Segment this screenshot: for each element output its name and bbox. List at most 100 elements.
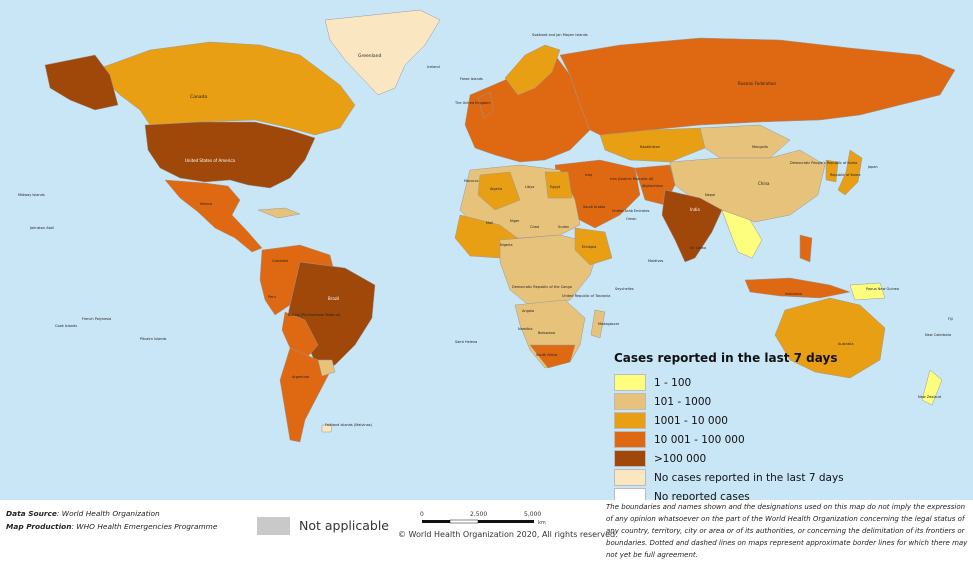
scale-label-0: 0: [420, 511, 424, 518]
label-faroe: Faroe Islands: [460, 77, 483, 81]
region-alaska: [44, 54, 119, 111]
label-australia: Australia: [838, 342, 853, 346]
legend-swatch: [614, 374, 646, 391]
region-egypt: [544, 171, 573, 199]
scale-label-2500: 2,500: [470, 511, 487, 518]
legend-swatch: [614, 469, 646, 486]
label-midway: Midway Islands: [18, 193, 45, 197]
label-angola: Angola: [522, 309, 534, 313]
label-india: India: [690, 207, 700, 212]
scale-segment-dark: [422, 520, 450, 523]
scale-segment-light: [449, 519, 479, 524]
label-sri-lanka: Sri Lanka: [690, 246, 706, 250]
legend-title: Cases reported in the last 7 days: [614, 351, 838, 365]
region-korea: [825, 159, 839, 183]
label-oman: Oman: [626, 217, 637, 221]
region-indonesia: [744, 277, 851, 299]
region-kazakhstan: [599, 127, 706, 163]
label-falkland: Falkland Islands (Malvinas): [325, 423, 373, 427]
label-korea: Republic of Korea: [830, 173, 860, 177]
legend-label: No cases reported in the last 7 days: [654, 471, 844, 484]
scale-unit: km: [538, 520, 546, 526]
scale-bar: 0 2,500 5,000 km: [420, 511, 546, 526]
region-australia: [774, 297, 886, 379]
label-morocco: Morocco: [464, 179, 479, 183]
label-china: China: [758, 181, 770, 186]
region-caribbean: [257, 207, 301, 219]
label-png: Papua New Guinea: [866, 287, 899, 291]
label-bolivia: Bolivia (Plurinational State of): [288, 313, 341, 317]
label-afghanistan: Afghanistan: [642, 184, 663, 188]
source-credits: Data Source: World Health Organization M…: [6, 507, 217, 533]
region-png: [849, 282, 886, 301]
region-japan: [837, 149, 863, 196]
label-colombia: Colombia: [272, 259, 288, 263]
label-tanzania: United Republic of Tanzania: [562, 294, 610, 298]
region-philippines: [799, 234, 813, 263]
label-namibia: Namibia: [518, 327, 532, 331]
legend-label: 10 001 - 100 000: [654, 433, 745, 446]
label-nz: New Zealand: [918, 395, 941, 399]
region-ethiopia: [574, 227, 613, 266]
label-brazil: Brazil: [328, 296, 339, 301]
legend-swatch: [614, 450, 646, 467]
label-canada: Canada: [190, 94, 207, 100]
label-egypt: Egypt: [550, 185, 561, 189]
label-japan: Japan: [867, 165, 878, 169]
label-mongolia: Mongolia: [752, 145, 768, 149]
label-seychelles: Seychelles: [615, 287, 634, 291]
region-russia: [559, 37, 956, 141]
label-nigeria: Nigeria: [500, 243, 513, 247]
label-new-caledonia: New Caledonia: [925, 333, 951, 337]
legend-row: 101 - 1000: [608, 392, 968, 411]
region-scandinavia: [504, 44, 561, 96]
label-south-africa: South Africa: [536, 353, 557, 357]
region-greenland: [324, 9, 441, 96]
label-botswana: Botswana: [538, 331, 555, 335]
legend-row: >100 000: [608, 449, 968, 468]
region-uruguay: [317, 359, 336, 377]
label-algeria: Algeria: [490, 187, 502, 191]
label-fiji: Fiji: [948, 317, 953, 321]
region-nz: [921, 369, 943, 406]
label-drc: Democratic Republic of the Congo: [512, 285, 572, 289]
scale-label-5000: 5,000: [524, 511, 541, 518]
label-mali: Mali: [486, 221, 493, 225]
label-mexico: Mexico: [200, 202, 212, 206]
legend-row: 1001 - 10 000: [608, 411, 968, 430]
region-mexico: [164, 179, 263, 253]
label-uk: The United Kingdom: [454, 101, 491, 105]
region-central-africa: [499, 234, 601, 311]
label-fr-polynesia: French Polynesia: [82, 317, 111, 321]
label-sudan: Sudan: [558, 225, 569, 229]
data-source-value: : World Health Organization: [56, 509, 160, 518]
label-libya: Libya: [525, 185, 534, 189]
label-iran: Iran (Islamic Republic of): [610, 177, 654, 181]
region-india: [661, 189, 723, 263]
legend-row: 10 001 - 100 000: [608, 430, 968, 449]
legend-label: 101 - 1000: [654, 395, 712, 408]
label-peru: Peru: [268, 295, 276, 299]
legend-row: 1 - 100: [608, 373, 968, 392]
label-indonesia: Indonesia: [785, 292, 802, 296]
disclaimer: The boundaries and names shown and the d…: [606, 503, 968, 559]
legend-swatch: [614, 393, 646, 410]
legend-row: No cases reported in the last 7 days: [608, 468, 968, 487]
footer: [0, 500, 973, 548]
label-ethiopia: Ethiopia: [582, 245, 596, 249]
legend-swatch: [614, 431, 646, 448]
legend-label: 1 - 100: [654, 376, 692, 389]
label-maldives: Maldives: [648, 259, 664, 263]
legend-label: No reported cases: [654, 490, 750, 503]
map-production-value: : WHO Health Emergencies Programme: [71, 522, 218, 531]
label-svalbard: Svalbard and Jan Mayen Islands: [532, 33, 588, 37]
label-madagascar: Madagascar: [598, 322, 620, 326]
label-iraq: Iraq: [585, 173, 592, 177]
label-russia: Russian Federation: [738, 81, 776, 86]
copyright: © World Health Organization 2020, All ri…: [398, 530, 618, 539]
label-saudi: Saudi Arabia: [583, 205, 605, 209]
region-falkland: [321, 424, 333, 433]
label-pitcairn: Pitcairn Islands: [140, 337, 167, 341]
data-source-label: Data Source: [6, 509, 57, 518]
world-map: Greenland Svalbard and Jan Mayen Islands…: [0, 0, 973, 500]
